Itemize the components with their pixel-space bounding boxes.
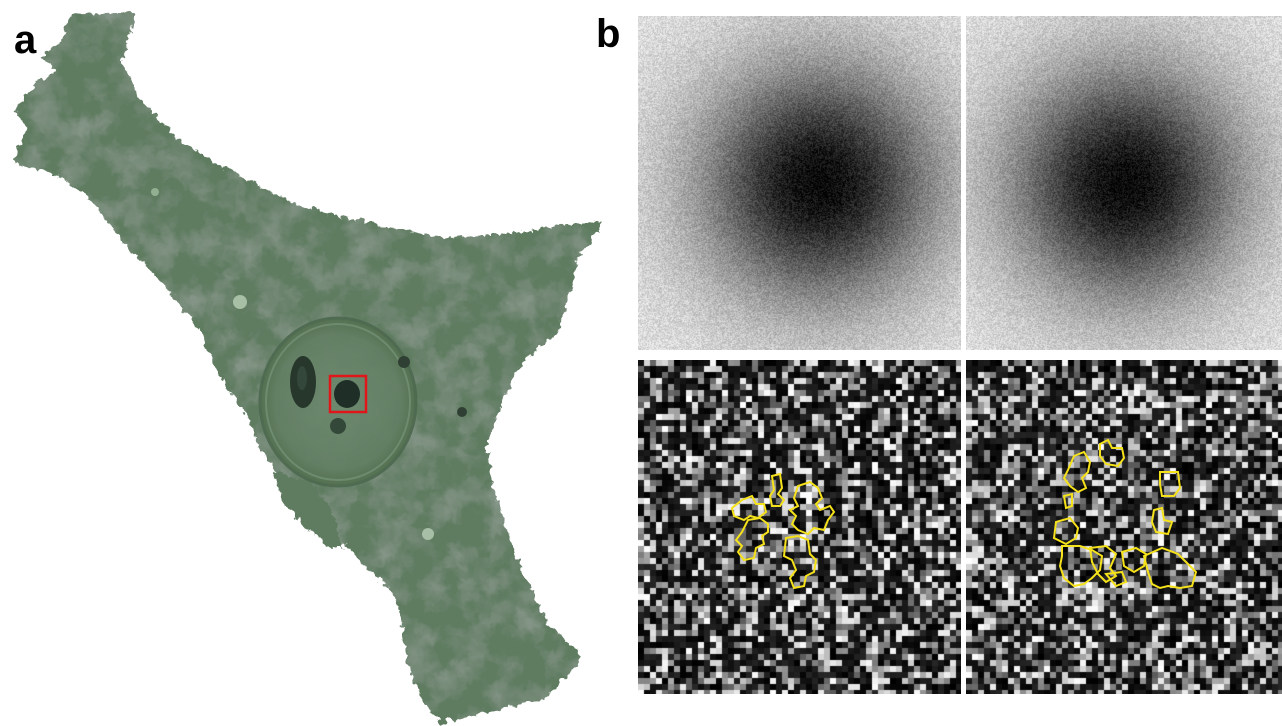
nucleolus-2 [334,380,360,408]
panel-label-a: a [14,18,37,62]
cell-protrusion [270,470,340,545]
panel-label-b: b [596,12,621,56]
dark-granule-1 [398,356,410,368]
noise-map-2 [966,360,1282,694]
cell-micrograph [10,10,600,722]
dark-granule-2 [457,407,467,417]
yellow-contours-2 [1052,438,1198,590]
nucleolus-3 [330,418,346,434]
vesicle-3 [151,188,159,196]
psf-image-1 [638,16,961,350]
yellow-contours-1 [730,472,836,590]
nucleolus-1-core [297,366,307,390]
vesicle-1 [233,295,247,309]
roi-box [328,374,368,414]
vesicle-2 [422,528,434,540]
noise-map-1 [638,360,961,694]
psf-image-2 [966,16,1282,350]
nucleus-rim [265,323,411,481]
